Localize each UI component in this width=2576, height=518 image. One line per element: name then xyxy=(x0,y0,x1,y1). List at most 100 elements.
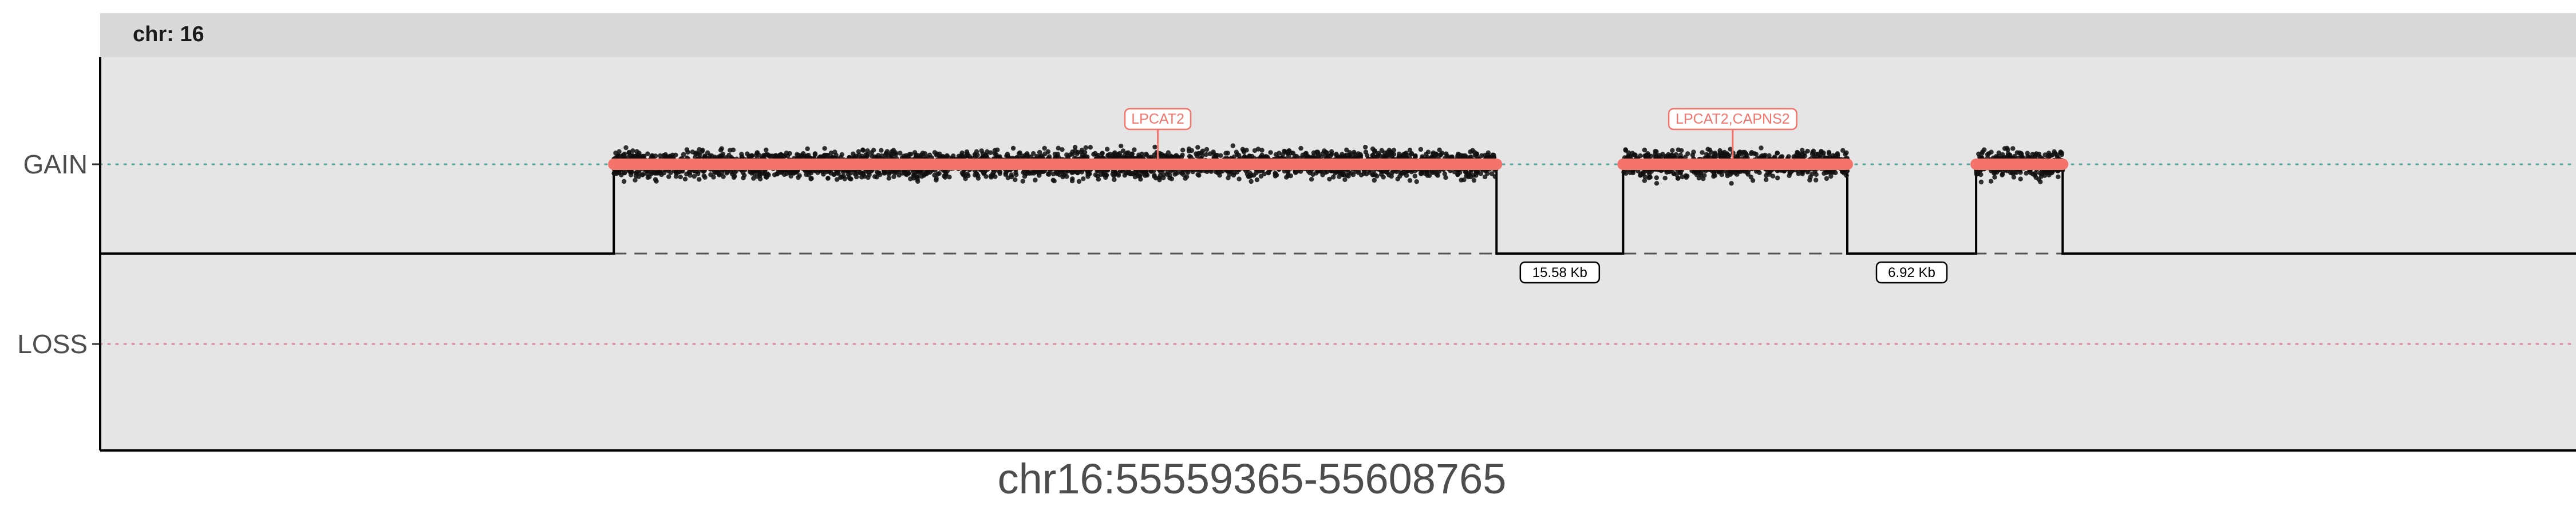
probe-point xyxy=(1759,145,1764,151)
probe-point xyxy=(1141,169,1146,174)
probe-point xyxy=(1249,173,1254,178)
probe-point xyxy=(1074,151,1080,156)
probe-point xyxy=(681,152,686,157)
probe-point xyxy=(1159,152,1164,157)
probe-point xyxy=(1042,145,1047,151)
probe-point xyxy=(762,171,767,176)
probe-point xyxy=(1671,171,1676,176)
probe-point xyxy=(1253,171,1259,176)
probe-point xyxy=(911,172,916,177)
probe-point xyxy=(2008,170,2013,175)
probe-point xyxy=(697,177,702,182)
probe-point xyxy=(1183,176,1188,181)
probe-point xyxy=(1060,174,1065,180)
probe-point xyxy=(1722,153,1727,159)
probe-point xyxy=(1188,155,1194,160)
probe-point xyxy=(863,152,868,157)
probe-point xyxy=(834,177,840,182)
probe-point xyxy=(997,169,1003,175)
probe-point xyxy=(611,171,617,176)
probe-point xyxy=(1431,170,1436,175)
probe-point xyxy=(1824,176,1830,181)
probe-point xyxy=(668,170,673,175)
probe-point xyxy=(1372,148,1377,153)
probe-point xyxy=(1431,150,1436,156)
probe-point xyxy=(1729,181,1734,186)
probe-point xyxy=(1249,179,1254,184)
probe-point xyxy=(979,148,984,153)
probe-point xyxy=(934,177,939,183)
probe-point xyxy=(1826,151,1832,156)
probe-point xyxy=(2011,175,2017,180)
probe-point xyxy=(1805,148,1810,154)
probe-point xyxy=(913,154,919,159)
probe-point xyxy=(702,175,708,180)
probe-point xyxy=(1172,172,1178,177)
probe-point xyxy=(805,146,810,152)
probe-point xyxy=(1033,177,1038,183)
probe-point xyxy=(1403,152,1408,157)
probe-point xyxy=(1662,176,1668,181)
probe-point xyxy=(633,177,638,183)
probe-point xyxy=(1419,170,1425,176)
probe-point xyxy=(1064,152,1069,157)
probe-point xyxy=(2010,146,2016,151)
probe-point xyxy=(1409,151,1415,156)
probe-point xyxy=(1274,172,1279,178)
probe-point xyxy=(1310,172,1315,177)
probe-point xyxy=(1809,152,1815,157)
probe-point xyxy=(2042,169,2048,175)
probe-point xyxy=(1195,151,1201,156)
probe-point xyxy=(1478,171,1483,176)
probe-point xyxy=(719,170,725,176)
probe-point xyxy=(1072,145,1078,150)
probe-point xyxy=(630,148,635,153)
probe-point xyxy=(886,176,892,181)
probe-point xyxy=(1642,178,1647,183)
probe-point xyxy=(1259,148,1265,153)
probe-point xyxy=(1356,153,1361,158)
probe-point xyxy=(1988,179,1994,184)
y-tick-label-gain: GAIN xyxy=(23,149,88,179)
probe-point xyxy=(678,175,683,180)
probe-point xyxy=(2018,176,2023,181)
probe-point xyxy=(622,170,627,176)
probe-point xyxy=(1315,153,1321,159)
probe-point xyxy=(1800,151,1805,156)
probe-point xyxy=(641,172,646,177)
probe-point xyxy=(1654,149,1659,155)
probe-point xyxy=(1092,151,1098,156)
probe-point xyxy=(633,153,638,159)
probe-point xyxy=(721,174,726,179)
probe-point xyxy=(1711,173,1716,179)
probe-point xyxy=(1386,172,1392,178)
probe-point xyxy=(1254,177,1260,183)
probe-point xyxy=(1330,175,1336,180)
probe-point xyxy=(975,176,981,181)
probe-point xyxy=(1027,171,1032,176)
probe-point xyxy=(728,148,733,153)
probe-point xyxy=(1404,173,1409,178)
probe-point xyxy=(1132,147,1137,152)
probe-point xyxy=(1047,169,1053,175)
probe-point xyxy=(1728,147,1733,152)
probe-point xyxy=(1131,171,1136,176)
probe-point xyxy=(1045,149,1051,155)
probe-point xyxy=(1794,152,1799,157)
probe-point xyxy=(1180,169,1186,175)
probe-point xyxy=(1342,177,1348,182)
probe-point xyxy=(1808,175,1813,180)
gene-label-box xyxy=(1668,108,1797,131)
probe-point xyxy=(1704,152,1709,157)
probe-point xyxy=(1744,152,1749,157)
probe-point xyxy=(742,173,747,178)
probe-point xyxy=(1305,155,1310,160)
probe-point xyxy=(1236,176,1242,181)
probe-point xyxy=(1282,149,1287,155)
probe-point xyxy=(1153,175,1159,181)
probe-point xyxy=(1333,171,1338,176)
probe-point xyxy=(1013,177,1018,183)
probe-point xyxy=(1468,149,1473,155)
probe-point xyxy=(1413,154,1418,159)
probe-point xyxy=(865,148,870,153)
